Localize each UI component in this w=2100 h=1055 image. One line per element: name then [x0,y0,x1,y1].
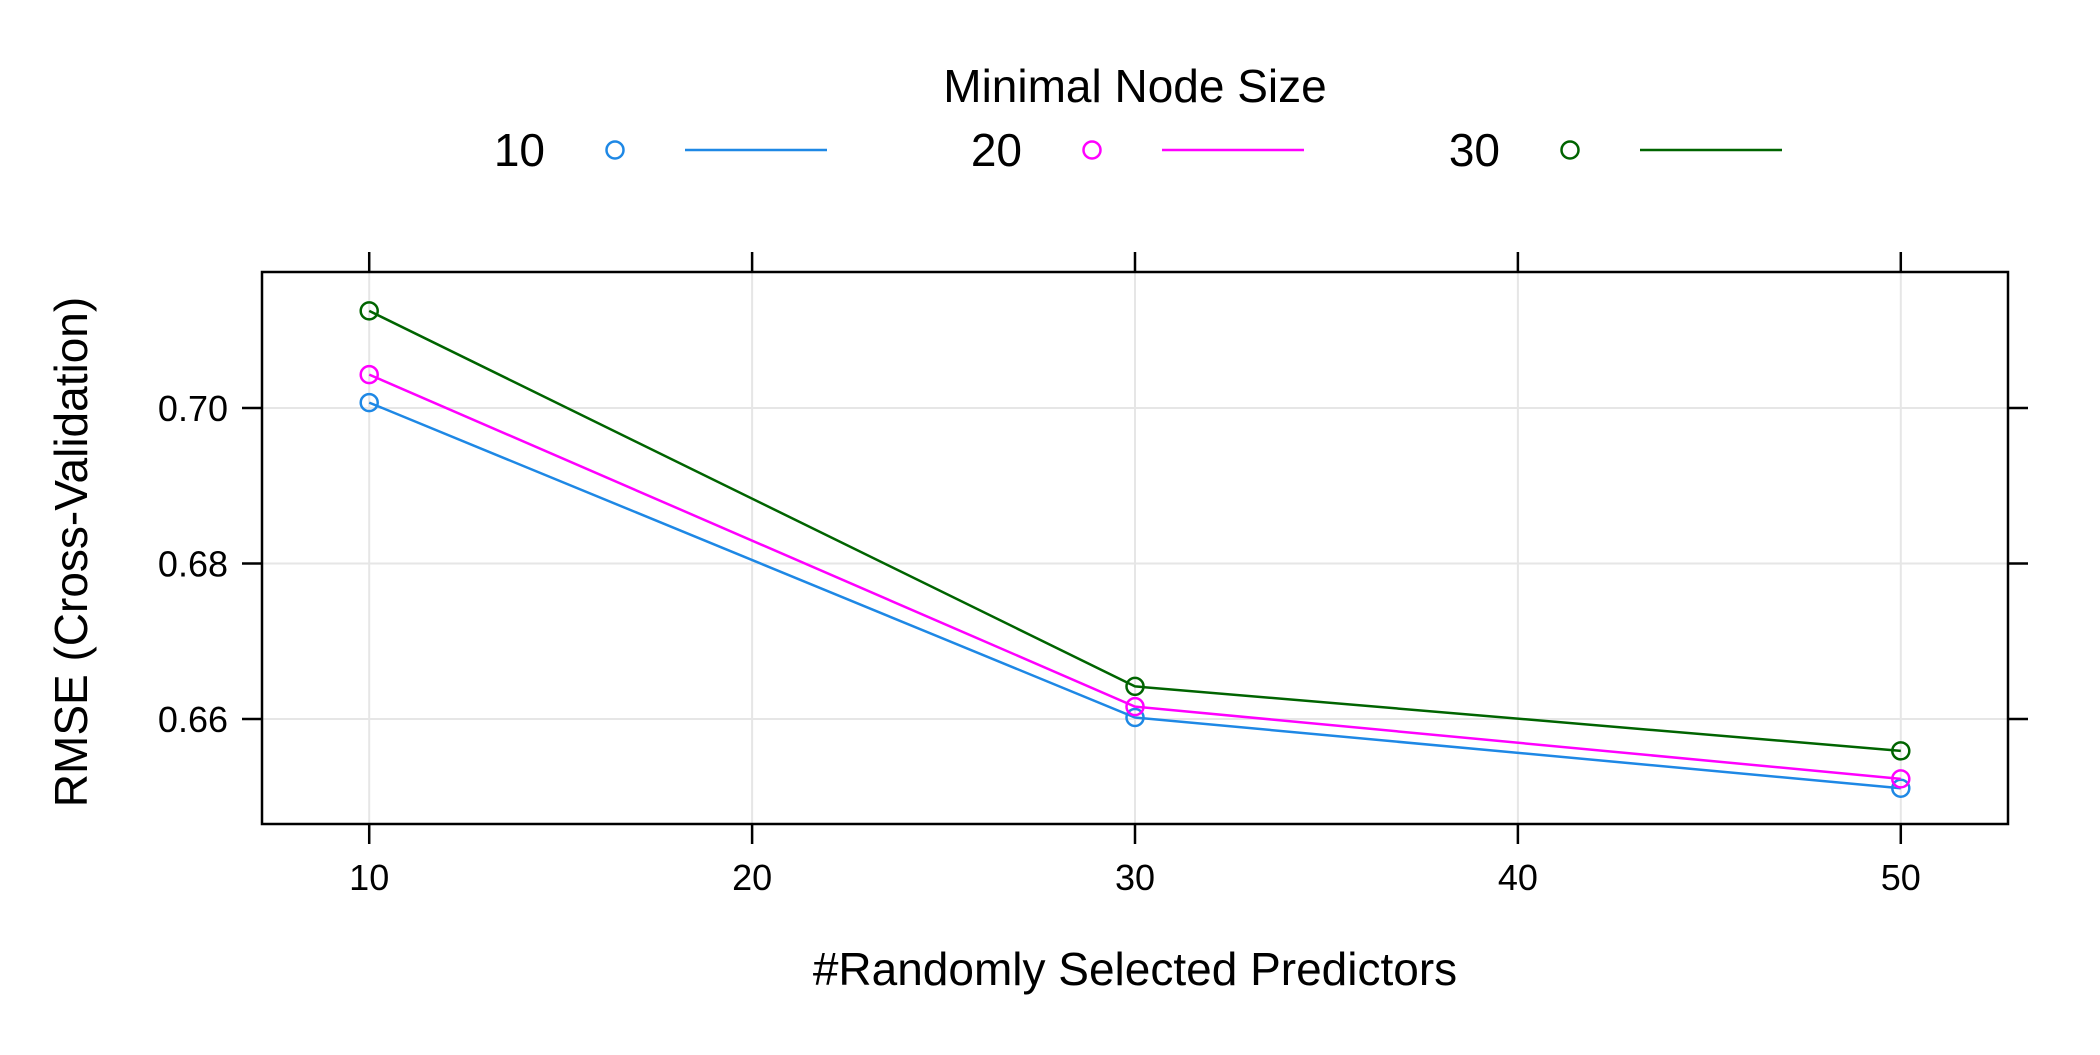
y-tick-label-0: 0.66 [158,699,228,740]
point-20-10 [359,364,379,385]
axis-ticks [242,252,2028,844]
point-30-30 [1125,676,1145,697]
legend-marker-10 [605,140,625,160]
x-axis-title: #Randomly Selected Predictors [813,943,1457,995]
point-30-10 [359,301,379,321]
grid [262,272,2008,824]
y-tick-label-2: 0.70 [158,388,228,429]
point-20-30 [1125,696,1145,717]
legend-label-10: 10 [494,124,545,176]
legend-items: 10 20 30 [494,124,1782,176]
series-line-30 [368,309,1901,753]
point-10-50 [1891,778,1911,798]
series-group [359,301,1911,798]
legend-marker-20 [1082,140,1102,160]
legend-label-20: 20 [971,124,1022,176]
y-axis-title: RMSE (Cross-Validation) [45,297,97,807]
x-tick-label-40: 40 [1498,857,1538,898]
legend-title: Minimal Node Size [943,60,1326,112]
y-tick-label-1: 0.68 [158,544,228,585]
legend: Minimal Node Size 10 20 30 [494,60,1782,176]
x-tick-label-30: 30 [1115,857,1155,898]
series-line-20 [368,373,1901,781]
legend-label-30: 30 [1449,124,1500,176]
x-tick-label-50: 50 [1881,857,1921,898]
tick-labels: 10 20 30 40 50 0.66 0.68 0.70 [158,388,1921,898]
point-20-50 [1891,769,1911,789]
x-tick-label-20: 20 [732,857,772,898]
series-line-10 [368,401,1901,790]
point-10-30 [1125,707,1145,728]
legend-marker-30 [1560,140,1580,160]
point-10-10 [359,392,379,413]
x-tick-label-10: 10 [349,857,389,898]
point-30-50 [1891,741,1911,761]
